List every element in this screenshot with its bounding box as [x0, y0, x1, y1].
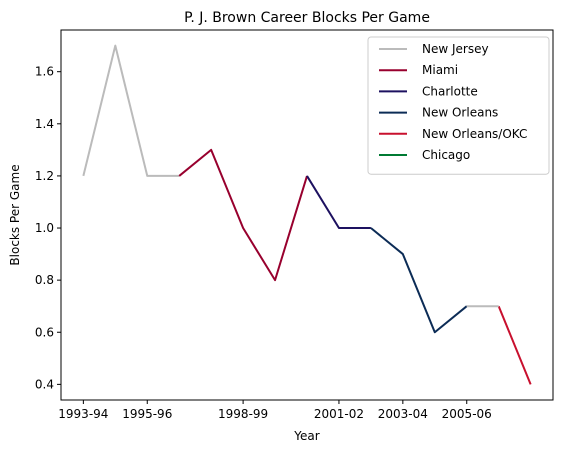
- y-tick-label: 1.2: [35, 169, 54, 183]
- x-tick-label: 1995-96: [122, 407, 172, 421]
- y-tick-label: 0.4: [35, 377, 54, 391]
- x-axis: 1993-94 1995-96 1998-99 2001-02 2003-04 2005-…: [58, 400, 492, 421]
- series-line-new-orleans-okc: [497, 305, 532, 385]
- x-axis-label: Year: [293, 429, 319, 443]
- legend-label: New Jersey: [422, 42, 489, 56]
- plot-lines: [82, 44, 532, 385]
- x-tick-label: 1998-99: [218, 407, 268, 421]
- legend-box: [367, 36, 550, 175]
- legend-label: New Orleans/OKC: [422, 127, 527, 141]
- x-tick-label: 1993-94: [58, 407, 108, 421]
- series-line-miami: [178, 148, 308, 282]
- y-tick-label: 1.6: [35, 65, 54, 79]
- chart-title: P. J. Brown Career Blocks Per Game: [184, 10, 430, 26]
- y-tick-label: 1.0: [35, 221, 54, 235]
- y-axis: 0.4 0.6 0.8 1.0 1.2 1.4 1.6: [35, 65, 61, 391]
- legend-label: Miami: [422, 63, 458, 77]
- y-tick-label: 0.6: [35, 325, 54, 339]
- x-tick-label: 2001-02: [314, 407, 364, 421]
- y-tick-label: 1.4: [35, 117, 54, 131]
- series-line-new-orleans: [370, 227, 468, 334]
- x-tick-label: 2005-06: [442, 407, 492, 421]
- legend-label: New Orleans: [422, 106, 498, 120]
- legend-label: Chicago: [422, 148, 470, 162]
- y-axis-label: Blocks Per Game: [8, 164, 22, 265]
- legend-label: Charlotte: [422, 84, 478, 98]
- x-tick-label: 2003-04: [378, 407, 428, 421]
- legend: New Jersey Miami Charlotte New Orleans New O…: [367, 36, 550, 175]
- plot-frame: [60, 29, 554, 401]
- series-line-new-jersey: [82, 44, 180, 177]
- y-tick-label: 0.8: [35, 273, 54, 287]
- series-line-charlotte: [306, 175, 371, 230]
